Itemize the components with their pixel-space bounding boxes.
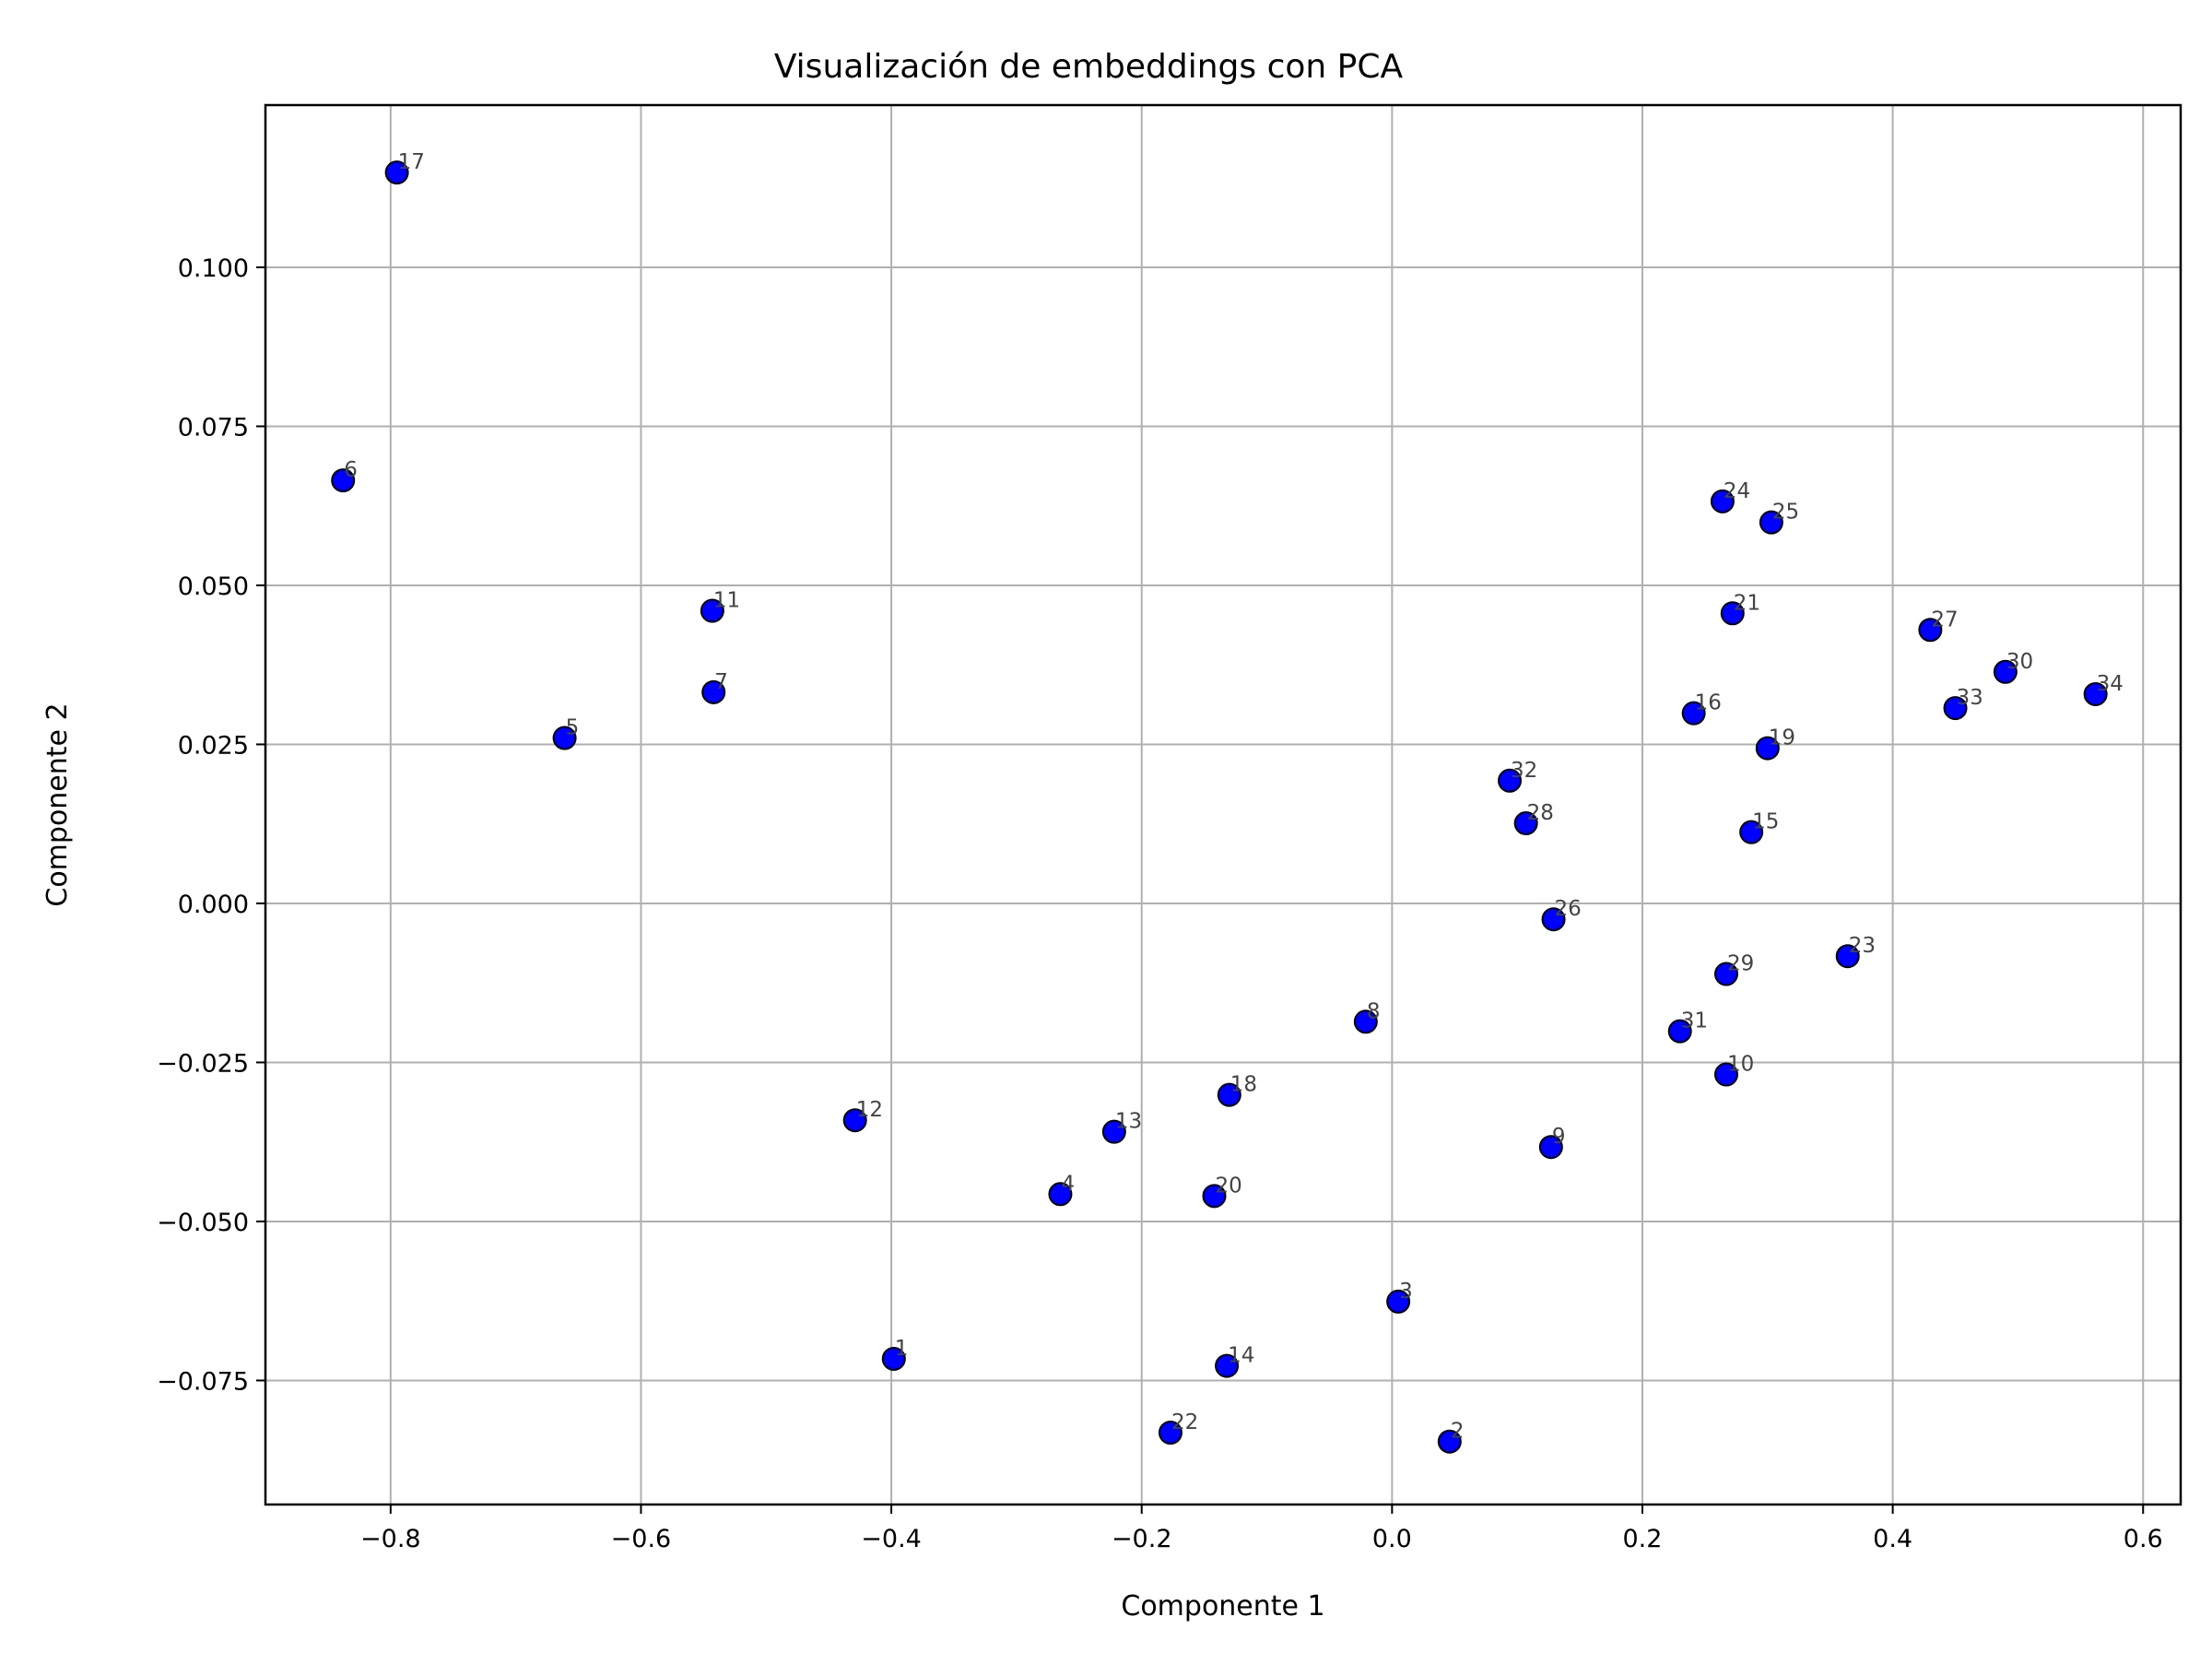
x-tick-label: 0.4 bbox=[1873, 1525, 1912, 1553]
data-point-label: 26 bbox=[1555, 897, 1582, 921]
data-point-label: 15 bbox=[1752, 810, 1779, 834]
data-point-label: 3 bbox=[1399, 1280, 1413, 1304]
data-point bbox=[331, 468, 356, 493]
data-point-label: 12 bbox=[856, 1098, 883, 1122]
y-axis-label: Componente 2 bbox=[41, 702, 74, 906]
data-point-label: 17 bbox=[398, 150, 425, 174]
data-point bbox=[1386, 1289, 1411, 1314]
data-point bbox=[1713, 962, 1738, 986]
data-point bbox=[1667, 1019, 1692, 1044]
data-point-label: 1 bbox=[895, 1337, 909, 1361]
data-point-label: 30 bbox=[2006, 650, 2033, 674]
data-point bbox=[1158, 1421, 1182, 1446]
data-point bbox=[1215, 1353, 1240, 1378]
data-point bbox=[1437, 1429, 1462, 1454]
y-tick-label: 0.050 bbox=[178, 572, 249, 601]
y-tick-label: 0.000 bbox=[178, 891, 249, 919]
data-point bbox=[1513, 811, 1538, 836]
data-point-label: 28 bbox=[1527, 801, 1554, 825]
x-tick-label: −0.8 bbox=[360, 1525, 421, 1553]
x-tick-label: −0.6 bbox=[611, 1525, 672, 1553]
data-point bbox=[1713, 1062, 1738, 1087]
data-point bbox=[1918, 618, 1943, 643]
data-point bbox=[384, 160, 409, 185]
data-point bbox=[1710, 489, 1735, 513]
y-tick-label: 0.075 bbox=[178, 413, 249, 442]
grid bbox=[265, 105, 2181, 1505]
y-tick-label: 0.100 bbox=[178, 254, 249, 283]
data-point-label: 9 bbox=[1552, 1125, 1566, 1149]
y-tick-label: −0.075 bbox=[157, 1367, 249, 1396]
data-point bbox=[1498, 768, 1523, 793]
data-point bbox=[700, 598, 724, 623]
x-axis-label: Componente 1 bbox=[1121, 1590, 1324, 1623]
data-point bbox=[701, 679, 726, 704]
data-point-label: 29 bbox=[1727, 952, 1754, 976]
data-point-label: 34 bbox=[2097, 672, 2124, 696]
chart-title: Visualización de embeddings con PCA bbox=[774, 48, 1404, 86]
x-tick-label: −0.4 bbox=[861, 1525, 922, 1553]
data-point bbox=[1681, 701, 1706, 726]
data-point bbox=[1739, 820, 1764, 844]
data-point bbox=[1759, 510, 1783, 535]
plot-frame bbox=[264, 103, 2183, 1506]
data-point bbox=[1835, 944, 1860, 969]
data-point-label: 13 bbox=[1115, 1110, 1142, 1134]
data-point-label: 10 bbox=[1727, 1053, 1754, 1077]
data-point bbox=[842, 1108, 867, 1133]
data-point-label: 6 bbox=[344, 458, 358, 482]
x-tick-label: 0.6 bbox=[2124, 1525, 2163, 1553]
data-point-label: 16 bbox=[1695, 691, 1722, 715]
x-tick-label: 0.2 bbox=[1623, 1525, 1663, 1553]
data-point-label: 8 bbox=[1367, 999, 1381, 1023]
data-point bbox=[1720, 601, 1745, 626]
data-point-label: 4 bbox=[1061, 1172, 1075, 1196]
data-point bbox=[1217, 1082, 1241, 1107]
data-point bbox=[1202, 1184, 1227, 1209]
data-point bbox=[1993, 659, 2018, 684]
data-point bbox=[552, 726, 577, 750]
data-point bbox=[2083, 681, 2108, 706]
data-point-label: 23 bbox=[1849, 934, 1876, 958]
data-point-label: 2 bbox=[1451, 1420, 1465, 1444]
data-point-label: 11 bbox=[713, 589, 740, 613]
data-point-label: 22 bbox=[1171, 1410, 1198, 1434]
x-axis-ticks: −0.8 −0.6 −0.4 −0.2 0.0 0.2 0.4 0.6 bbox=[360, 1505, 2163, 1553]
data-point bbox=[1541, 907, 1566, 932]
data-point-label: 33 bbox=[1957, 686, 1983, 710]
data-point bbox=[1755, 736, 1780, 761]
data-point bbox=[1538, 1135, 1563, 1160]
y-axis-ticks: 0.100 0.075 0.050 0.025 0.000 −0.025 −0.050 −0.… bbox=[157, 254, 265, 1396]
data-point bbox=[1353, 1009, 1378, 1034]
data-point-label: 24 bbox=[1724, 479, 1750, 503]
data-point-label: 18 bbox=[1230, 1073, 1257, 1097]
data-point-label: 31 bbox=[1681, 1009, 1708, 1033]
data-point bbox=[881, 1346, 906, 1371]
data-points bbox=[331, 160, 2108, 1454]
data-point-label: 21 bbox=[1734, 591, 1760, 615]
y-tick-label: −0.050 bbox=[157, 1209, 249, 1237]
data-point-label: 27 bbox=[1931, 608, 1958, 631]
y-tick-label: 0.025 bbox=[178, 731, 249, 760]
data-point-label: 25 bbox=[1772, 501, 1799, 525]
data-point-label: 20 bbox=[1215, 1174, 1241, 1198]
data-point-label: 7 bbox=[714, 670, 728, 694]
x-tick-label: 0.0 bbox=[1372, 1525, 1412, 1553]
data-point bbox=[1048, 1182, 1073, 1207]
data-point bbox=[1943, 696, 1968, 721]
data-point bbox=[1101, 1119, 1126, 1144]
data-point-label: 32 bbox=[1511, 759, 1537, 783]
data-point-label: 19 bbox=[1769, 726, 1795, 750]
x-tick-label: −0.2 bbox=[1112, 1525, 1172, 1553]
data-point-label: 5 bbox=[566, 716, 580, 740]
y-tick-label: −0.025 bbox=[157, 1049, 249, 1078]
data-point-label: 14 bbox=[1228, 1344, 1254, 1368]
